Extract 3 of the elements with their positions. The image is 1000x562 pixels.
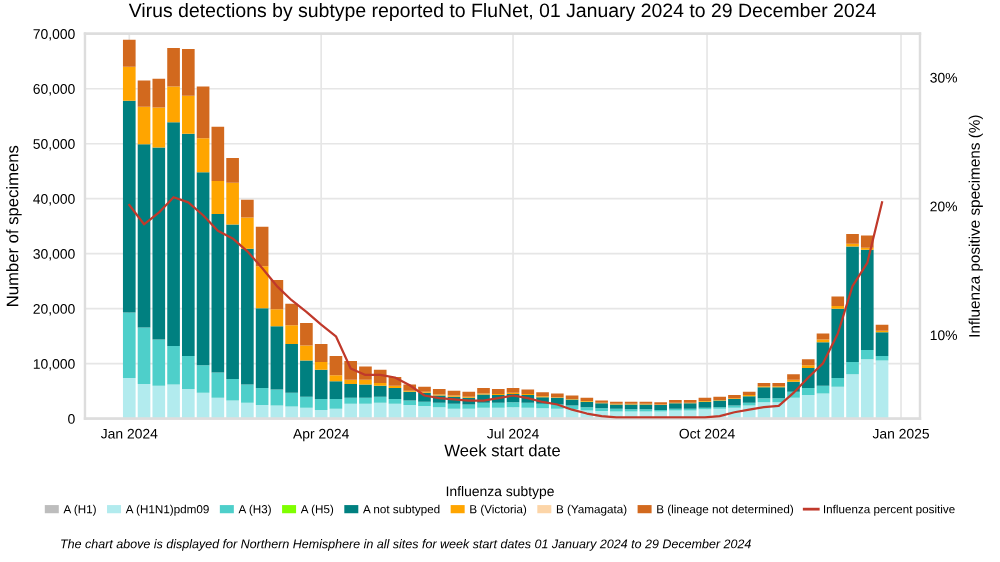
y-axis-title: Number of specimens: [6, 145, 22, 306]
x-axis-title: Week start date: [444, 444, 560, 457]
chart-title: Virus detections by subtype reported to FluNet, 01 January 2024 to 29 December 2024: [128, 2, 876, 22]
